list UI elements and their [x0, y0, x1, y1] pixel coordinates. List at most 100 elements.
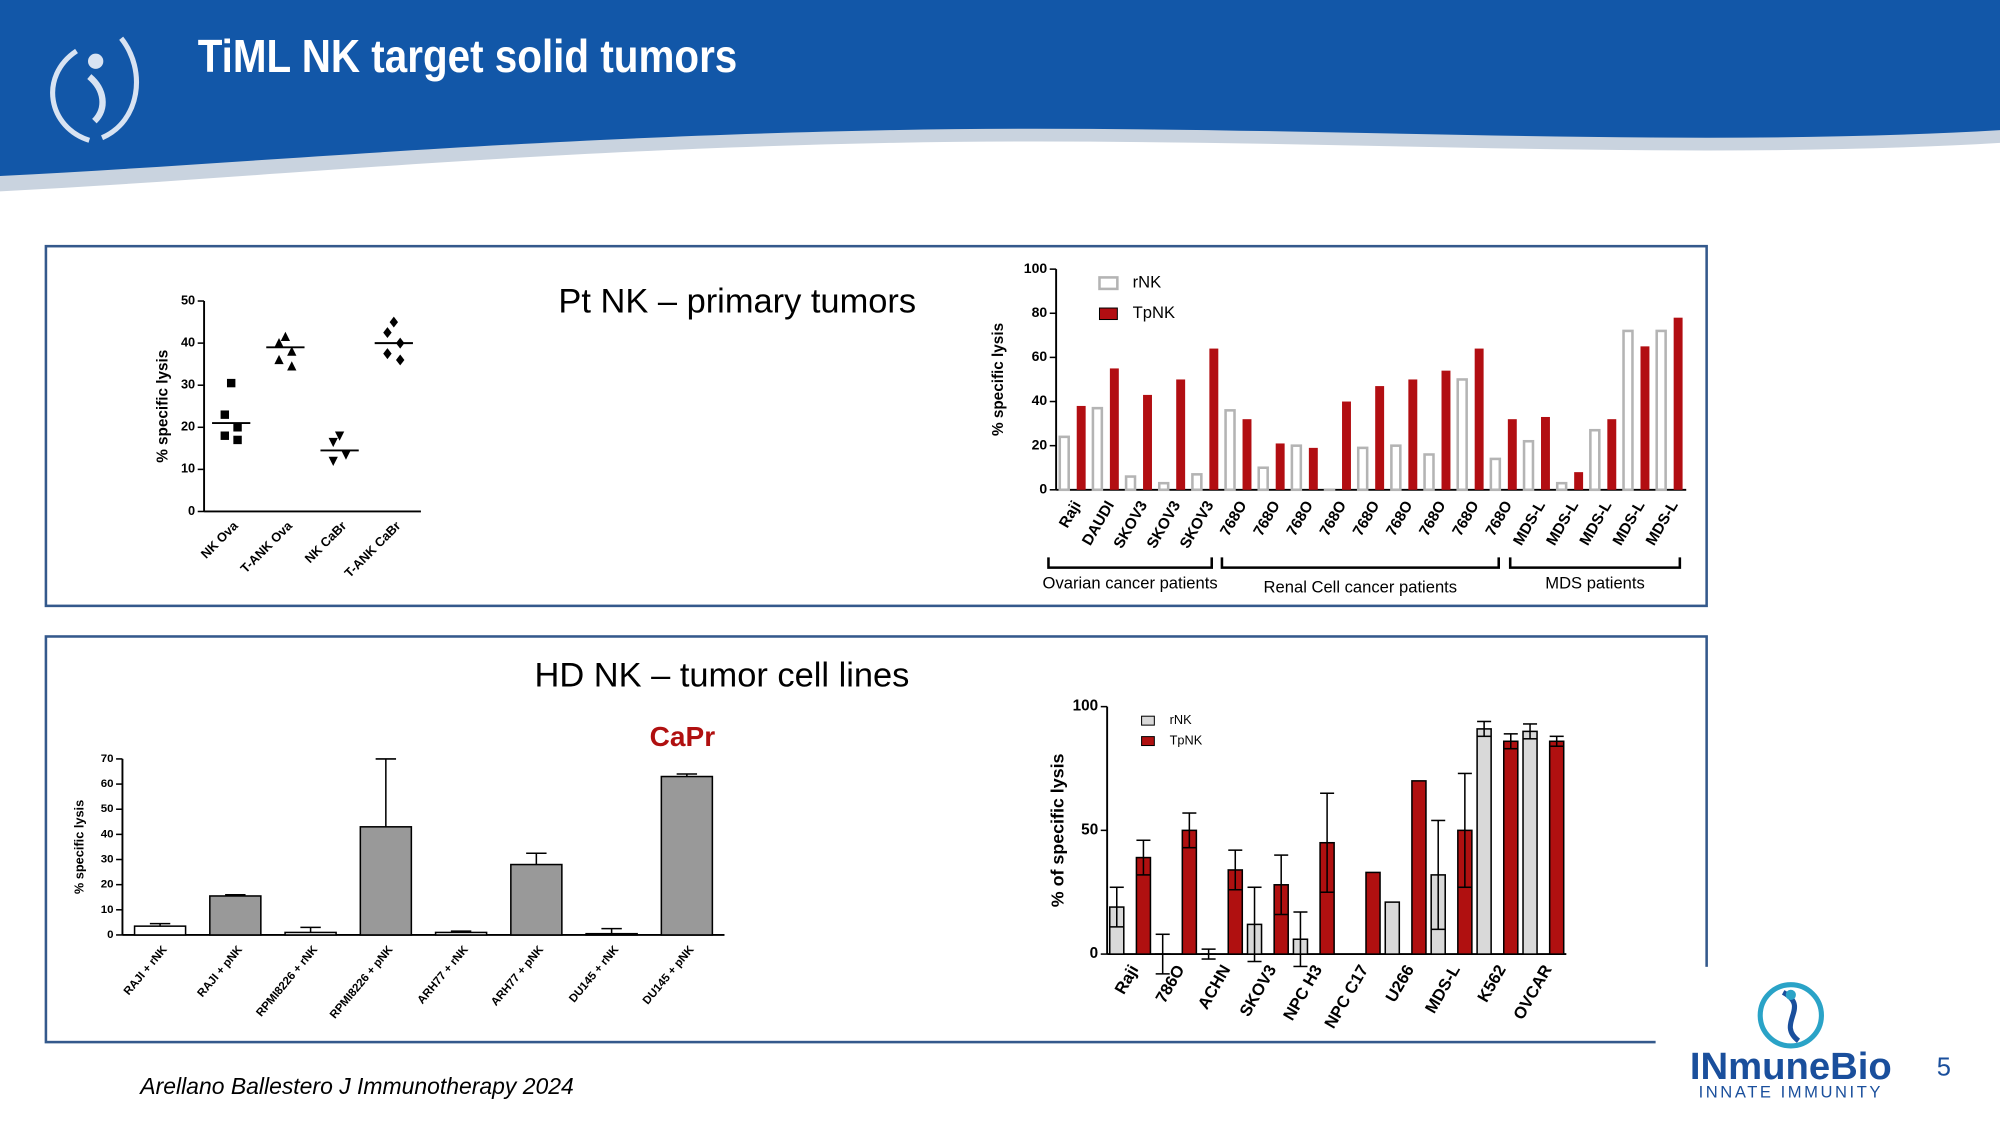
legend-label: rNK	[1133, 273, 1162, 292]
x-tick-label: NK Ova	[198, 517, 242, 561]
y-tick-label: 100	[1073, 698, 1099, 715]
bar	[1058, 435, 1070, 492]
annotation: CaPr	[650, 721, 716, 752]
bar	[1456, 378, 1468, 492]
bracket	[1220, 557, 1500, 569]
x-tick-label: 768O	[1416, 498, 1449, 539]
y-tick-label: 20	[181, 419, 195, 434]
bar	[1365, 871, 1381, 955]
x-tick-label: NPC H3	[1279, 962, 1326, 1024]
x-tick-label: RAJI + pNK	[196, 943, 246, 999]
panel-top	[44, 244, 1708, 608]
legend-swatch	[1098, 307, 1118, 321]
y-tick-label: 30	[181, 377, 195, 392]
y-tick-label: 0	[188, 503, 195, 518]
bar	[1555, 481, 1568, 492]
x-tick-label: Raji	[1111, 962, 1143, 998]
legend-label: TpNK	[1170, 732, 1203, 747]
bar	[1076, 405, 1086, 490]
point	[274, 354, 284, 365]
bar	[1124, 475, 1137, 492]
legend-label: TpNK	[1133, 303, 1175, 322]
bar	[1242, 419, 1252, 490]
y-tick-label: 40	[1032, 392, 1048, 408]
y-axis-label: % specific lysis	[990, 323, 1007, 436]
point	[274, 338, 284, 348]
y-tick-label: 100	[1024, 260, 1048, 276]
y-tick-label: 0	[107, 929, 113, 941]
bar	[284, 931, 337, 936]
x-tick-label: T-ANK Ova	[237, 518, 295, 576]
bar	[1091, 406, 1104, 492]
page-number: 5	[1937, 1054, 1951, 1082]
bar	[1356, 446, 1369, 492]
x-tick-label: RPMI8226 + rNK	[254, 943, 320, 1019]
point	[328, 456, 338, 467]
bracket	[1047, 557, 1214, 569]
point	[280, 331, 291, 342]
point	[287, 361, 297, 371]
bar	[1342, 401, 1351, 490]
bar	[1522, 439, 1535, 492]
x-tick-label: 768O	[1283, 498, 1316, 539]
bar	[1622, 329, 1634, 492]
y-tick-label: 60	[1032, 348, 1048, 364]
y-tick-label: 10	[101, 904, 114, 916]
logo-name: INmuneBio	[1690, 1045, 1892, 1088]
x-tick-label: 768O	[1449, 498, 1482, 539]
bar	[1589, 428, 1601, 492]
bar	[1474, 348, 1484, 490]
x-tick-label: DU145 + rNK	[567, 943, 622, 1005]
point	[233, 435, 242, 445]
bar	[1476, 728, 1492, 955]
bar	[1655, 329, 1667, 492]
legend-swatch	[1098, 276, 1119, 291]
x-tick-label: 768O	[1217, 498, 1250, 539]
legend-swatch	[1141, 715, 1155, 726]
y-tick-label: 0	[1090, 945, 1099, 962]
point	[389, 316, 399, 328]
panel-title: Pt NK – primary tumors	[558, 283, 916, 321]
y-tick-label: 40	[181, 334, 195, 349]
point	[226, 378, 236, 388]
bracket-label: Ovarian cancer patients	[1043, 574, 1218, 593]
header-logo	[50, 36, 140, 143]
bar	[359, 826, 413, 936]
y-axis-label: % specific lysis	[154, 350, 171, 463]
point	[233, 423, 242, 432]
x-tick-label: ARH77 + pNK	[489, 943, 546, 1008]
point	[328, 437, 338, 448]
bar	[1673, 317, 1683, 490]
bar	[1408, 379, 1418, 490]
y-tick-label: 50	[1081, 821, 1098, 838]
panel-bottom	[44, 635, 1708, 1044]
bar	[1489, 457, 1502, 492]
x-tick-label: SKOV3	[1236, 962, 1281, 1020]
point	[220, 410, 230, 419]
point	[383, 348, 392, 360]
x-tick-label: 768O	[1317, 498, 1350, 539]
x-tick-label: K562	[1474, 962, 1510, 1006]
point	[341, 450, 351, 460]
bracket-label: MDS patients	[1545, 574, 1645, 593]
x-tick-label: 768O	[1350, 498, 1383, 539]
point	[287, 346, 297, 356]
bar	[1375, 386, 1385, 490]
bar	[133, 925, 187, 936]
x-tick-label: T-ANK CaBr	[341, 518, 403, 580]
header-band	[0, 0, 2000, 177]
y-tick-label: 30	[101, 854, 114, 866]
x-tick-label: 768O	[1482, 498, 1515, 539]
y-tick-label: 80	[1032, 304, 1048, 320]
point	[220, 431, 230, 440]
y-tick-label: 50	[101, 803, 114, 815]
y-tick-label: 40	[101, 828, 114, 840]
x-tick-label: Raji	[1056, 498, 1085, 531]
y-axis-label: % of specific lysis	[1047, 753, 1067, 907]
bar	[1143, 394, 1152, 490]
point	[334, 431, 345, 441]
bar	[1411, 780, 1427, 955]
x-tick-label: NPC C17	[1321, 962, 1372, 1032]
bar	[1548, 740, 1565, 955]
y-tick-label: 50	[181, 292, 195, 307]
